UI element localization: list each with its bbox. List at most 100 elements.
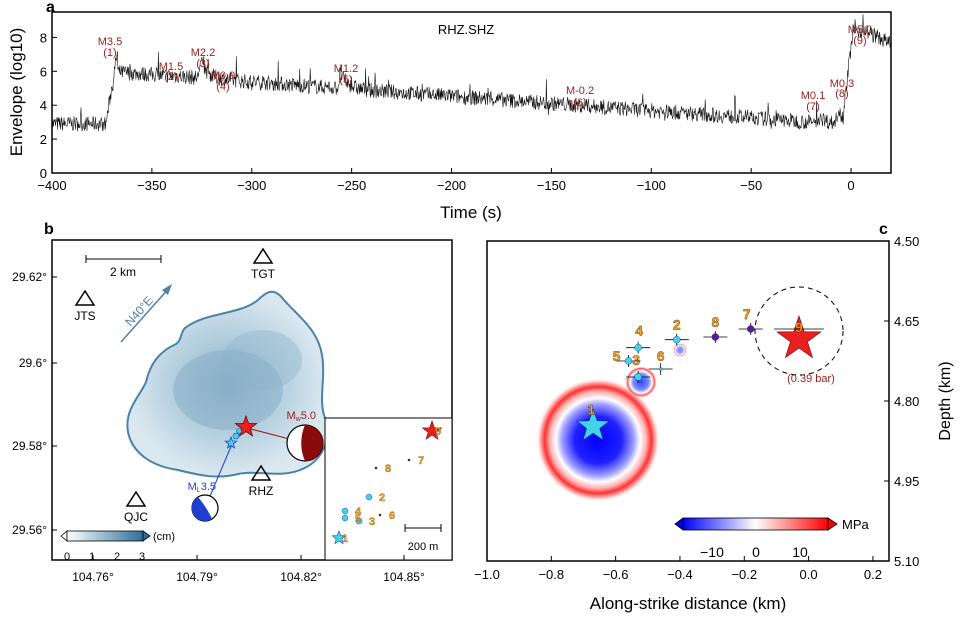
station-label: JTS xyxy=(74,309,95,323)
inset-event-id: 7 xyxy=(418,455,424,467)
strike-arrow xyxy=(120,286,171,343)
panel-a-frame xyxy=(51,11,892,174)
y-tick-label: 29.58° xyxy=(12,439,47,453)
x-tick-label: −400 xyxy=(37,178,66,193)
legend-unit: (cm) xyxy=(153,531,175,543)
slip-patch xyxy=(222,330,302,390)
event-number-label: (7) xyxy=(806,101,819,113)
event-id-label: 1 xyxy=(587,401,595,417)
y-tick-label: 4 xyxy=(40,98,47,113)
event-magnitude-label: M0.3 xyxy=(830,78,854,90)
rupture-circle xyxy=(754,286,844,376)
station-name: RHZ.SHZ xyxy=(438,22,494,37)
event-id-label: 4 xyxy=(635,323,643,339)
y-tick-label: 29.6° xyxy=(19,356,47,370)
event-number-label: (9) xyxy=(853,35,866,47)
panel-a: a RHZ.SHZ 0 2 4 6 8 −400 −350 −300 −250 −200 −150… xyxy=(7,0,892,222)
y-tick-label: 4.65 xyxy=(894,314,919,329)
panel-c: c 1 2 3 45 6 7 8 9 (0.39 bar) MPa −10 0 10 −1.0 −0… xyxy=(474,221,954,613)
x-tick-label: −300 xyxy=(237,178,266,193)
event-id-label: 6 xyxy=(657,348,665,364)
event-magnitude-label: M-0.2 xyxy=(566,85,594,97)
inset-foreshock-star-icon xyxy=(331,530,347,545)
scale-label: 2 km xyxy=(110,265,136,279)
event-id-label: 9 xyxy=(795,319,803,335)
panel-a-y-ticks: 0 2 4 6 8 xyxy=(40,30,57,181)
x-tick-label: −1.0 xyxy=(474,567,500,582)
station-label: TGT xyxy=(251,267,276,281)
x-tick-label: −350 xyxy=(137,178,166,193)
inset-event-id: 6 xyxy=(389,510,395,522)
event-id-label: 5 xyxy=(613,348,621,364)
y-tick-label: 4.95 xyxy=(894,474,919,489)
panel-label-c: c xyxy=(879,221,888,238)
x-tick-label: 104.85° xyxy=(383,570,425,584)
y-tick-label: 5.10 xyxy=(894,554,919,569)
x-tick-label: −0.2 xyxy=(731,567,757,582)
legend-tick: 3 xyxy=(139,551,145,563)
x-tick-label: −0.8 xyxy=(538,567,564,582)
panel-c-frame xyxy=(486,240,890,562)
station-triangle-icon xyxy=(125,490,147,507)
ml-focal-mechanism-icon xyxy=(191,494,219,522)
inset-scale-label: 200 m xyxy=(408,541,439,553)
event-number-label: (4) xyxy=(216,81,229,93)
colorbar-unit: MPa xyxy=(842,517,870,532)
panel-b: b 2 km N40°E JTS TGT RHZ QJC xyxy=(12,221,453,584)
event-id-label: 2 xyxy=(673,317,681,333)
inset-event-dot xyxy=(341,507,349,515)
event-magnitude-label: M3.5 xyxy=(98,36,122,48)
stress-change-small xyxy=(673,343,687,357)
foreshock-dot xyxy=(236,428,242,434)
inset-event-dot xyxy=(378,513,382,517)
x-tick-label: −150 xyxy=(537,178,566,193)
stress-colorbar: MPa −10 0 10 xyxy=(674,517,870,560)
inset-event-dot xyxy=(374,466,378,470)
x-tick-label: 104.82° xyxy=(280,570,322,584)
mw-label: Mw5.0 xyxy=(286,410,316,423)
legend-tick: 1 xyxy=(89,551,95,563)
legend-tick: 0 xyxy=(64,551,70,563)
x-tick-label: 104.79° xyxy=(176,570,218,584)
panel-c-x-label: Along-strike distance (km) xyxy=(590,594,787,613)
panel-a-y-label: Envelope (log10) xyxy=(7,28,26,157)
station-rhz: RHZ xyxy=(249,464,273,498)
colorbar-tick: 10 xyxy=(792,544,808,560)
x-tick-label: −250 xyxy=(337,178,366,193)
x-tick-label: −100 xyxy=(637,178,666,193)
inset-event-id: 9 xyxy=(435,426,441,438)
event-magnitude-label: M0.9 xyxy=(211,70,235,82)
event-magnitude-label: M2.2 xyxy=(191,47,215,59)
panel-b-x-ticks: 104.76° 104.79° 104.82° 104.85° xyxy=(72,555,425,584)
x-tick-label: −0.4 xyxy=(667,567,693,582)
event-dot xyxy=(673,335,681,344)
event-magnitude-label: M1.2 xyxy=(334,63,358,75)
displacement-legend: (cm) 0 1 2 3 xyxy=(60,530,175,563)
event-dot xyxy=(658,367,663,371)
x-tick-label: −200 xyxy=(437,178,466,193)
y-tick-label: 4.80 xyxy=(894,394,919,409)
station-triangle-icon xyxy=(252,247,274,264)
event-number-label: (1) xyxy=(103,47,116,59)
inset-event-id: 5 xyxy=(355,513,361,525)
legend-tick: 2 xyxy=(114,551,120,563)
mw-focal-mechanism-icon xyxy=(286,424,324,462)
event-dot xyxy=(624,357,633,365)
x-tick-label: 0.2 xyxy=(864,567,882,582)
station-qjc: QJC xyxy=(124,490,148,524)
stress-drop-label: (0.39 bar) xyxy=(787,373,835,385)
inset-mainshock-star-icon xyxy=(421,420,443,440)
foreshock-dot xyxy=(232,432,240,440)
inset-event-dot xyxy=(407,458,411,462)
panel-c-events: 1 2 3 45 6 7 8 9 xyxy=(576,306,824,441)
panel-label-b: b xyxy=(44,221,54,238)
event-magnitude-label: M5.0 xyxy=(848,24,872,36)
event-dot xyxy=(747,325,755,333)
y-tick-label: 2 xyxy=(40,132,47,147)
event-dot xyxy=(634,373,642,381)
event-number-label: (8) xyxy=(835,88,848,100)
event-dot xyxy=(634,343,642,352)
panel-c-x-ticks: −1.0 −0.8 −0.6 −0.4 −0.2 0.0 0.2 xyxy=(474,556,882,582)
colorbar-tick: 0 xyxy=(752,544,760,560)
